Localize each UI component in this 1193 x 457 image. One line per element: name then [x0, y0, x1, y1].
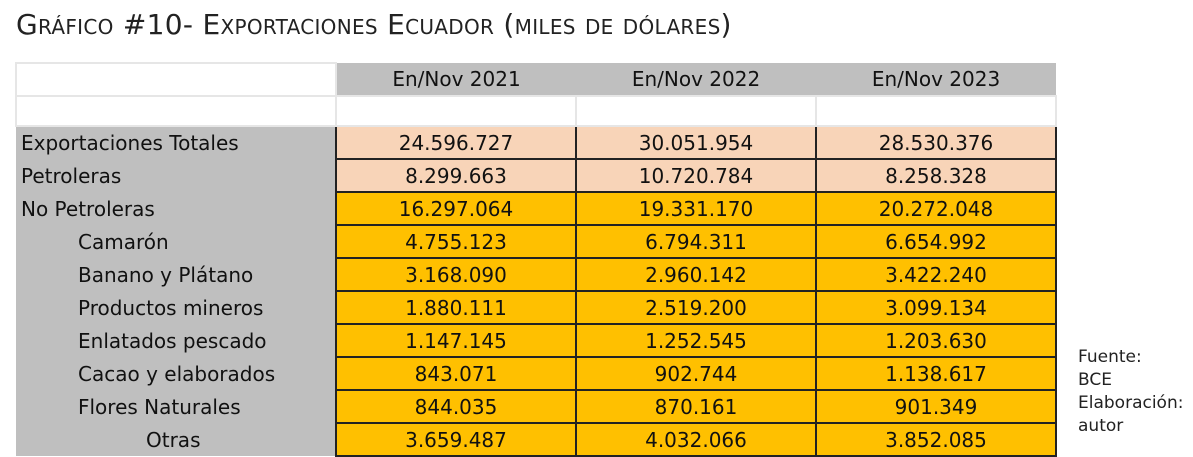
table-row: Petroleras 8.299.663 10.720.784 8.258.328 [16, 158, 1057, 193]
row-label: Flores Naturales [16, 390, 336, 423]
value-cell: 844.035 [335, 389, 577, 424]
value-cell: 8.258.328 [815, 158, 1057, 193]
value-cell: 4.755.123 [335, 224, 577, 259]
row-label: Otras [16, 423, 336, 456]
value-cell: 2.519.200 [575, 290, 817, 325]
table-row: Camarón 4.755.123 6.794.311 6.654.992 [16, 224, 1057, 259]
value-cell: 1.147.145 [335, 323, 577, 358]
value-cell: 1.252.545 [575, 323, 817, 358]
source-note: Fuente: BCE Elaboración: autor [1078, 346, 1183, 438]
value-cell: 3.422.240 [815, 257, 1057, 292]
corner-cell [15, 62, 337, 97]
table-row: Productos mineros 1.880.111 2.519.200 3.099… [16, 290, 1057, 325]
row-label: Enlatados pescado [16, 324, 336, 357]
row-label: No Petroleras [16, 192, 336, 225]
value-cell: 870.161 [575, 389, 817, 424]
column-header: En/Nov 2023 [816, 63, 1056, 96]
blank-cell [815, 95, 1057, 127]
blank-cell [15, 95, 337, 127]
blank-cell [335, 95, 577, 127]
table-row: No Petroleras 16.297.064 19.331.170 20.272.… [16, 191, 1057, 226]
value-cell: 6.794.311 [575, 224, 817, 259]
column-header: En/Nov 2022 [576, 63, 816, 96]
value-cell: 24.596.727 [335, 125, 577, 160]
value-cell: 2.960.142 [575, 257, 817, 292]
table-row: Cacao y elaborados 843.071 902.744 1.138.61… [16, 356, 1057, 391]
value-cell: 6.654.992 [815, 224, 1057, 259]
value-cell: 1.138.617 [815, 356, 1057, 391]
value-cell: 4.032.066 [575, 422, 817, 457]
value-cell: 901.349 [815, 389, 1057, 424]
value-cell: 16.297.064 [335, 191, 577, 226]
row-label: Productos mineros [16, 291, 336, 324]
value-cell: 20.272.048 [815, 191, 1057, 226]
table-row: Otras 3.659.487 4.032.066 3.852.085 [16, 422, 1057, 457]
note-line: BCE [1078, 370, 1112, 390]
value-cell: 843.071 [335, 356, 577, 391]
blank-cell [575, 95, 817, 127]
value-cell: 3.168.090 [335, 257, 577, 292]
note-line: Fuente: [1078, 347, 1142, 367]
note-line: Elaboración: [1078, 393, 1184, 413]
value-cell: 3.099.134 [815, 290, 1057, 325]
value-cell: 3.659.487 [335, 422, 577, 457]
table-row: Flores Naturales 844.035 870.161 901.349 [16, 389, 1057, 424]
header-row: En/Nov 2021 En/Nov 2022 En/Nov 2023 [15, 62, 1056, 97]
table-row: Enlatados pescado 1.147.145 1.252.545 1.203… [16, 323, 1057, 358]
row-label: Camarón [16, 225, 336, 258]
row-label: Cacao y elaborados [16, 357, 336, 390]
value-cell: 19.331.170 [575, 191, 817, 226]
row-label: Banano y Plátano [16, 258, 336, 291]
value-cell: 28.530.376 [815, 125, 1057, 160]
exports-table: En/Nov 2021 En/Nov 2022 En/Nov 2023 Expo… [15, 62, 1057, 457]
row-label: Exportaciones Totales [16, 126, 336, 159]
value-cell: 1.880.111 [335, 290, 577, 325]
value-cell: 10.720.784 [575, 158, 817, 193]
note-line: autor [1078, 416, 1124, 436]
chart-title: Gráfico #10- Exportaciones Ecuador (mile… [16, 8, 732, 41]
value-cell: 902.744 [575, 356, 817, 391]
value-cell: 3.852.085 [815, 422, 1057, 457]
row-label: Petroleras [16, 159, 336, 192]
value-cell: 8.299.663 [335, 158, 577, 193]
table-row: Banano y Plátano 3.168.090 2.960.142 3.422.… [16, 257, 1057, 292]
blank-row [15, 95, 1057, 127]
table-row: Exportaciones Totales 24.596.727 30.051.95… [16, 125, 1057, 160]
value-cell: 30.051.954 [575, 125, 817, 160]
value-cell: 1.203.630 [815, 323, 1057, 358]
column-header: En/Nov 2021 [336, 63, 576, 96]
